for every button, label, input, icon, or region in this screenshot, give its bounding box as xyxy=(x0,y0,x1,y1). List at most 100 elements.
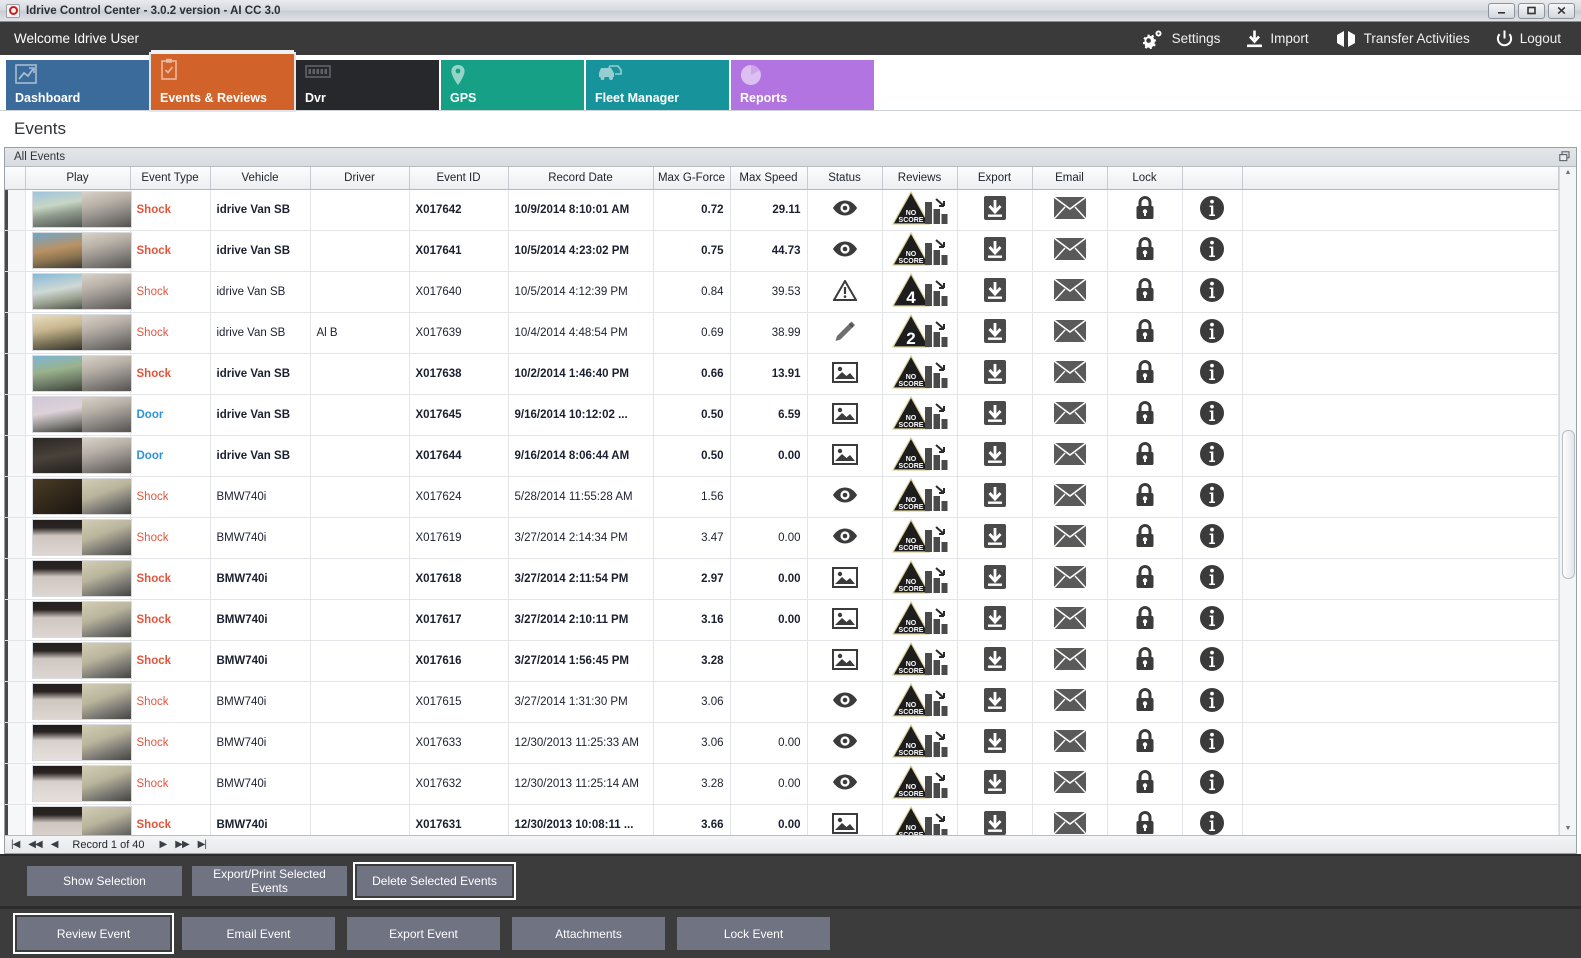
lock-cell[interactable] xyxy=(1107,558,1183,600)
event-thumbnail[interactable] xyxy=(31,806,132,835)
email-cell[interactable] xyxy=(1032,804,1108,835)
lock-icon[interactable] xyxy=(1134,236,1156,262)
envelope-icon[interactable] xyxy=(1052,237,1087,261)
image-icon[interactable] xyxy=(831,566,858,588)
export-event-button[interactable]: Export Event xyxy=(347,917,500,950)
play-cell[interactable] xyxy=(25,189,132,231)
scroll-up-arrow[interactable]: ▲ xyxy=(1564,169,1572,176)
status-cell[interactable] xyxy=(807,763,883,805)
lock-cell[interactable] xyxy=(1107,312,1183,354)
row-selector[interactable] xyxy=(5,230,26,272)
row-selector[interactable] xyxy=(5,394,26,436)
lock-icon[interactable] xyxy=(1134,769,1156,795)
download-box-icon[interactable] xyxy=(983,400,1007,426)
envelope-icon[interactable] xyxy=(1052,811,1087,835)
nav-tab-reports[interactable]: Reports xyxy=(731,60,874,110)
table-row[interactable]: Shock BMW740i X017632 12/30/2013 11:25:14 A… xyxy=(5,763,1559,805)
play-cell[interactable] xyxy=(25,722,132,764)
status-cell[interactable] xyxy=(807,312,883,354)
row-selector[interactable] xyxy=(5,271,26,313)
eye-icon[interactable] xyxy=(832,199,858,217)
menu-item-import[interactable]: Import xyxy=(1246,30,1309,48)
eye-icon[interactable] xyxy=(832,527,858,545)
info-icon[interactable] xyxy=(1199,687,1225,713)
download-box-icon[interactable] xyxy=(983,441,1007,467)
nav-tab-dvr[interactable]: Dvr xyxy=(296,60,439,110)
download-box-icon[interactable] xyxy=(983,482,1007,508)
event-thumbnail[interactable] xyxy=(31,519,132,556)
table-row[interactable]: Shock BMW740i X017615 3/27/2014 1:31:30 PM 3… xyxy=(5,681,1559,723)
col-header-play[interactable]: Play xyxy=(25,167,131,190)
lock-icon[interactable] xyxy=(1134,564,1156,590)
info-cell[interactable] xyxy=(1182,599,1243,641)
lock-cell[interactable] xyxy=(1107,476,1183,518)
lock-icon[interactable] xyxy=(1134,195,1156,221)
status-cell[interactable] xyxy=(807,804,883,835)
table-row[interactable]: Shock idrive Van SB X017640 10/5/2014 4:12:… xyxy=(5,271,1559,313)
eye-icon[interactable] xyxy=(832,486,858,504)
status-cell[interactable] xyxy=(807,476,883,518)
email-event-button[interactable]: Email Event xyxy=(182,917,335,950)
lock-cell[interactable] xyxy=(1107,599,1183,641)
info-cell[interactable] xyxy=(1182,763,1243,805)
envelope-icon[interactable] xyxy=(1052,196,1087,220)
menu-item-settings[interactable]: Settings xyxy=(1142,29,1220,49)
pager-last-button[interactable]: ▶| xyxy=(197,839,207,850)
email-cell[interactable] xyxy=(1032,271,1108,313)
status-cell[interactable] xyxy=(807,435,883,477)
reviews-cell[interactable]: 4 xyxy=(882,271,958,313)
export-cell[interactable] xyxy=(957,763,1033,805)
col-header-email[interactable]: Email xyxy=(1032,167,1108,190)
table-row[interactable]: Shock BMW740i X017617 3/27/2014 2:10:11 PM 3… xyxy=(5,599,1559,641)
eye-icon[interactable] xyxy=(832,691,858,709)
nav-tab-fleet-manager[interactable]: Fleet Manager xyxy=(586,60,729,110)
envelope-icon[interactable] xyxy=(1052,688,1087,712)
event-thumbnail[interactable] xyxy=(31,724,132,761)
play-cell[interactable] xyxy=(25,804,132,835)
event-thumbnail[interactable] xyxy=(31,232,132,269)
row-selector[interactable] xyxy=(5,476,26,518)
lock-icon[interactable] xyxy=(1134,318,1156,344)
info-icon[interactable] xyxy=(1199,810,1225,835)
lock-cell[interactable] xyxy=(1107,189,1183,231)
menu-item-transfer-activities[interactable]: Transfer Activities xyxy=(1335,30,1470,48)
row-selector[interactable] xyxy=(5,189,26,231)
table-row[interactable]: Shock BMW740i X017618 3/27/2014 2:11:54 PM 2… xyxy=(5,558,1559,600)
email-cell[interactable] xyxy=(1032,476,1108,518)
event-thumbnail[interactable] xyxy=(31,191,132,228)
lock-icon[interactable] xyxy=(1134,810,1156,835)
nav-tab-events-reviews[interactable]: Events & Reviews xyxy=(149,50,296,112)
envelope-icon[interactable] xyxy=(1052,606,1087,630)
status-cell[interactable] xyxy=(807,271,883,313)
envelope-icon[interactable] xyxy=(1052,524,1087,548)
play-cell[interactable] xyxy=(25,271,132,313)
email-cell[interactable] xyxy=(1032,394,1108,436)
lock-cell[interactable] xyxy=(1107,271,1183,313)
envelope-icon[interactable] xyxy=(1052,483,1087,507)
info-icon[interactable] xyxy=(1199,195,1225,221)
download-box-icon[interactable] xyxy=(983,687,1007,713)
table-row[interactable]: Door idrive Van SB X017645 9/16/2014 10:12:… xyxy=(5,394,1559,436)
maximize-button[interactable] xyxy=(1518,2,1545,19)
lock-icon[interactable] xyxy=(1134,728,1156,754)
lock-icon[interactable] xyxy=(1134,441,1156,467)
play-cell[interactable] xyxy=(25,312,132,354)
info-icon[interactable] xyxy=(1199,523,1225,549)
col-header-export[interactable]: Export xyxy=(957,167,1033,190)
download-box-icon[interactable] xyxy=(983,605,1007,631)
event-thumbnail[interactable] xyxy=(31,601,132,638)
minimize-button[interactable] xyxy=(1488,2,1515,19)
export-cell[interactable] xyxy=(957,640,1033,682)
col-header-record-date[interactable]: Record Date xyxy=(508,167,654,190)
play-cell[interactable] xyxy=(25,558,132,600)
row-selector[interactable] xyxy=(5,435,26,477)
